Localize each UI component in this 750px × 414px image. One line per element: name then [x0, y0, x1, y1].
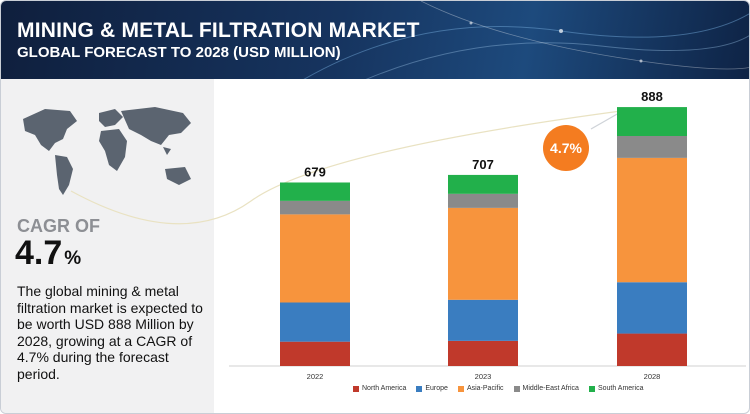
x-tick-label-2023: 2023	[475, 372, 492, 381]
world-map-icon	[23, 107, 191, 195]
legend-swatch-north-america	[353, 385, 359, 392]
bar-segment-europe-2028	[617, 282, 687, 334]
bar-segment-europe-2023	[448, 299, 518, 341]
header-decoration	[303, 1, 749, 79]
legend-item-europe: Europe	[416, 385, 448, 392]
page-title: MINING & METAL FILTRATION MARKET	[17, 19, 420, 42]
legend-swatch-europe	[416, 385, 423, 392]
cagr-bubble-label: 4.7%	[550, 140, 582, 156]
page-subtitle: GLOBAL FORECAST TO 2028 (USD MILLION)	[17, 44, 341, 61]
bar-segment-south-america-2022	[280, 182, 350, 201]
header-banner: MINING & METAL FILTRATION MARKET GLOBAL …	[1, 1, 749, 79]
legend-label-europe: Europe	[425, 385, 448, 392]
cagr-label: CAGR OF	[17, 216, 100, 236]
legend-swatch-asia-pacific	[457, 385, 464, 392]
cagr-value: 4.7%	[15, 234, 81, 273]
bar-segment-middle-east-africa-2022	[280, 200, 350, 215]
cagr-number: 4.7	[15, 234, 63, 272]
total-label-2028: 888	[641, 89, 663, 104]
legend-label-north-america: North America	[362, 385, 407, 392]
legend-label-south-america: South America	[597, 385, 644, 392]
legend-label-middle-east-africa: Middle-East Africa	[522, 385, 579, 392]
bar-segment-asia-pacific-2022	[280, 214, 350, 303]
chart-legend: North America Europe Asia-Pacific Middle-Ea…	[353, 385, 643, 392]
cagr-bubble	[543, 125, 589, 171]
legend-swatch-middle-east-africa	[513, 385, 520, 392]
total-label-2022: 679	[304, 164, 326, 179]
legend-swatch-south-america	[588, 385, 595, 392]
bar-segment-middle-east-africa-2023	[448, 193, 518, 208]
bar-segment-south-america-2028	[617, 107, 687, 136]
bar-segment-middle-east-africa-2028	[617, 136, 687, 158]
bar-segment-asia-pacific-2028	[617, 157, 687, 283]
decorative-curve	[70, 110, 622, 225]
bar-segment-south-america-2023	[448, 174, 518, 194]
bar-segment-europe-2022	[280, 302, 350, 342]
bar-segment-north-america-2028	[617, 333, 687, 366]
legend-item-south-america: South America	[588, 385, 644, 392]
market-description: The global mining & metal filtration mar…	[17, 283, 203, 382]
bar-segment-asia-pacific-2023	[448, 207, 518, 300]
bar-segment-north-america-2022	[280, 341, 350, 366]
total-label-2023: 707	[472, 157, 494, 172]
bar-segment-north-america-2023	[448, 340, 518, 366]
legend-item-north-america: North America	[353, 385, 406, 392]
legend-item-asia-pacific: Asia-Pacific	[457, 385, 504, 392]
legend-item-middle-east-africa: Middle-East Africa	[513, 385, 579, 392]
cagr-unit: %	[64, 248, 82, 269]
x-tick-label-2022: 2022	[307, 372, 324, 381]
x-tick-label-2028: 2028	[644, 372, 661, 381]
legend-label-asia-pacific: Asia-Pacific	[466, 385, 504, 392]
